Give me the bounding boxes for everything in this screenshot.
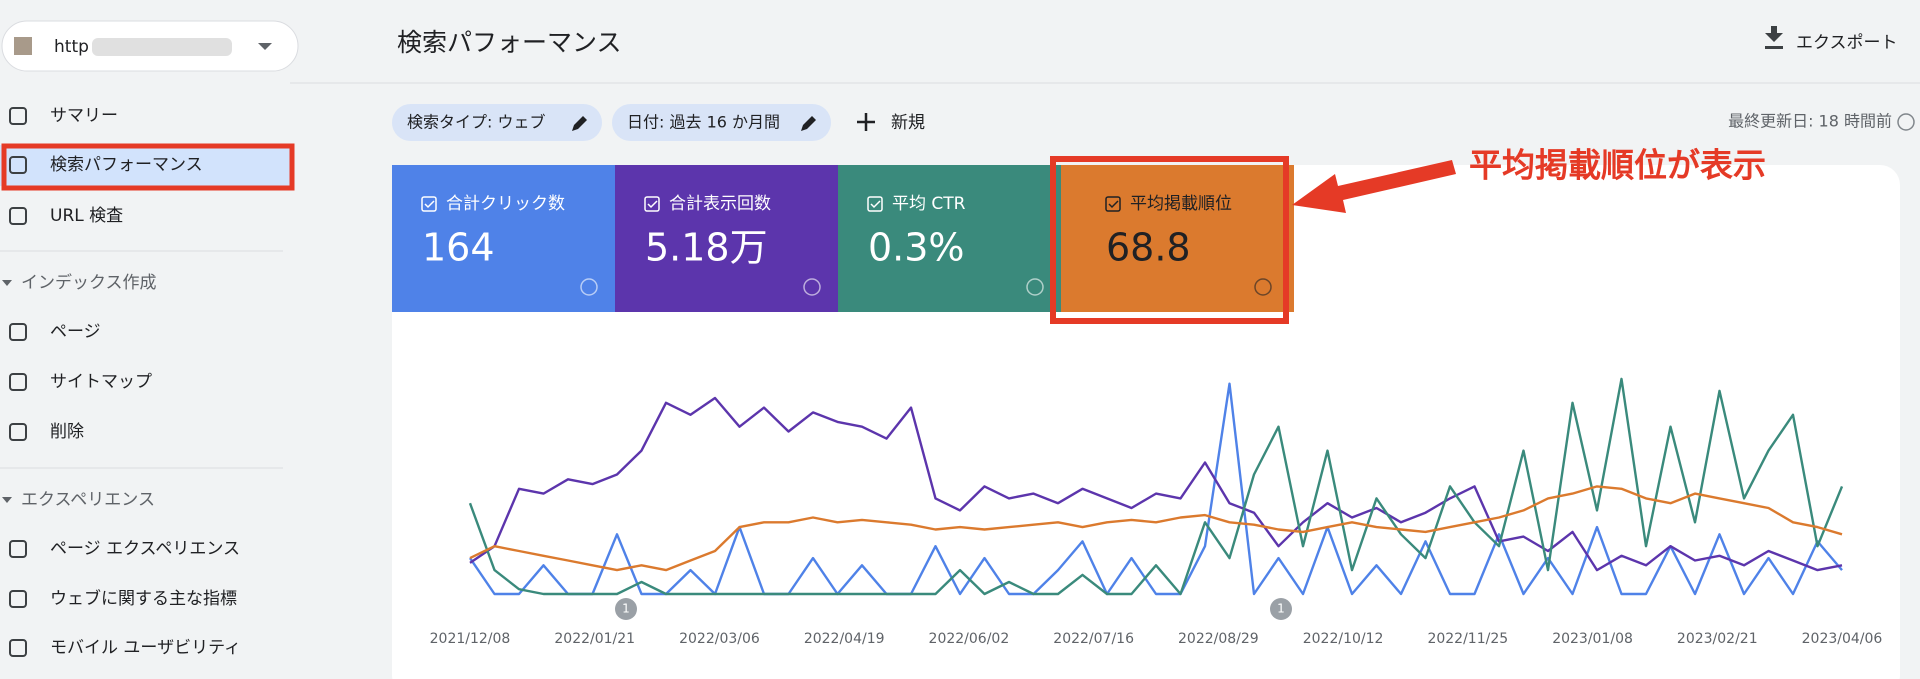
metric-card[interactable] [615, 165, 838, 312]
x-tick-label: 2023/01/08 [1552, 631, 1633, 647]
nav-item[interactable]: モバイル ユーザビリティ [50, 638, 241, 658]
checkbox [421, 196, 437, 212]
help-icon[interactable] [1026, 278, 1044, 296]
card-label: 合計表示回数 [669, 194, 771, 214]
card-label: 平均 CTR [892, 194, 966, 214]
x-tick-label: 2022/06/02 [929, 631, 1010, 647]
section-caret [2, 280, 12, 286]
blurred-url [92, 38, 232, 56]
check [424, 200, 435, 209]
x-tick-label: 2022/07/16 [1053, 631, 1134, 647]
arrow [1292, 160, 1456, 213]
help-icon[interactable] [803, 278, 821, 296]
nav-icon [9, 323, 27, 341]
nav-item[interactable]: URL 検査 [50, 206, 123, 226]
card-value: 0.3% [868, 226, 965, 270]
check [647, 200, 658, 209]
edit-icon [572, 116, 587, 131]
nav-item[interactable]: ページ [50, 322, 101, 342]
card-value: 5.18万 [645, 226, 768, 270]
metric-card[interactable] [392, 165, 615, 312]
nav-item[interactable]: サイトマップ [50, 372, 152, 392]
help-icon[interactable] [1254, 278, 1272, 296]
x-tick-label: 2022/01/21 [554, 631, 635, 647]
metric-card[interactable] [838, 165, 1061, 312]
nav-item[interactable]: 検索パフォーマンス [50, 155, 203, 175]
highlight-box [1, 143, 295, 191]
card-value: 68.8 [1106, 226, 1191, 270]
x-tick-label: 2021/12/08 [430, 631, 511, 647]
card-label: 合計クリック数 [446, 194, 565, 214]
chart: 2021/12/08 2022/01/21 2022/03/06 2022/04/19… [430, 377, 1883, 647]
nav-item[interactable]: 削除 [50, 422, 84, 442]
x-tick-label: 2022/04/19 [804, 631, 885, 647]
metric-cards: 合計クリック数 164 合計表示回数 5.18万 平均 CTR 0.3% 平均掲載順位 68.… [392, 165, 1294, 312]
nav-icon [9, 423, 27, 441]
nav-icon [9, 107, 27, 125]
edit-icon [801, 116, 816, 131]
x-tick-label: 2023/02/21 [1677, 631, 1758, 647]
active-background [0, 145, 290, 186]
checkbox [867, 196, 883, 212]
nav-icon [9, 156, 27, 174]
filter-chip[interactable] [612, 104, 831, 141]
x-tick-label: 2022/10/12 [1303, 631, 1384, 647]
dropdown-icon [258, 43, 272, 50]
section-caret [2, 497, 12, 503]
add-filter[interactable]: 新規 [891, 113, 925, 133]
download-icon[interactable] [1765, 26, 1783, 49]
event-marker[interactable] [615, 598, 637, 620]
help-icon[interactable] [580, 278, 598, 296]
event-marker[interactable] [1270, 598, 1292, 620]
last-updated: 最終更新日: 18 時間前 [1728, 112, 1892, 131]
page-title: 検索パフォーマンス [397, 28, 622, 57]
series-line [469, 382, 1843, 596]
nav-section: インデックス作成 [21, 272, 157, 293]
filter-chip[interactable] [392, 104, 602, 141]
checkbox [1105, 196, 1121, 212]
check [870, 200, 881, 209]
x-tick-label: 2022/11/25 [1427, 631, 1508, 647]
chip-label: 日付: 過去 16 か月間 [627, 113, 780, 132]
site-icon [14, 37, 32, 55]
nav-item[interactable]: サマリー [50, 106, 118, 126]
nav-icon [9, 373, 27, 391]
nav-icon [9, 639, 27, 657]
check [1108, 200, 1119, 209]
card-value: 164 [422, 226, 495, 270]
checkbox [644, 196, 660, 212]
highlight-box [1050, 156, 1289, 324]
x-tick-label: 2023/04/06 [1802, 631, 1883, 647]
series-line [469, 396, 1843, 572]
filters: 検索タイプ: ウェブ 日付: 過去 16 か月間 新規 [392, 104, 925, 141]
chip-label: 検索タイプ: ウェブ [407, 113, 545, 132]
series-line [469, 485, 1843, 572]
x-tick-label: 2022/03/06 [679, 631, 760, 647]
card-label: 平均掲載順位 [1130, 194, 1232, 214]
nav-icon [9, 540, 27, 558]
event-marker-label: 1 [1277, 602, 1285, 616]
nav-icon [9, 590, 27, 608]
annotation-text: 平均掲載順位が表示 [1469, 146, 1766, 185]
help-icon[interactable] [1897, 113, 1915, 131]
nav-section: エクスペリエンス [21, 490, 155, 510]
event-marker-label: 1 [622, 602, 630, 616]
x-tick-label: 2022/08/29 [1178, 631, 1259, 647]
plus-icon [857, 113, 875, 131]
site-url: http [54, 37, 89, 57]
nav-item[interactable]: ページ エクスペリエンス [50, 539, 240, 559]
nav-icon [9, 207, 27, 225]
nav-item[interactable]: ウェブに関する主な指標 [50, 588, 237, 609]
series-line [468, 377, 1844, 596]
export-button[interactable]: エクスポート [1796, 33, 1898, 53]
